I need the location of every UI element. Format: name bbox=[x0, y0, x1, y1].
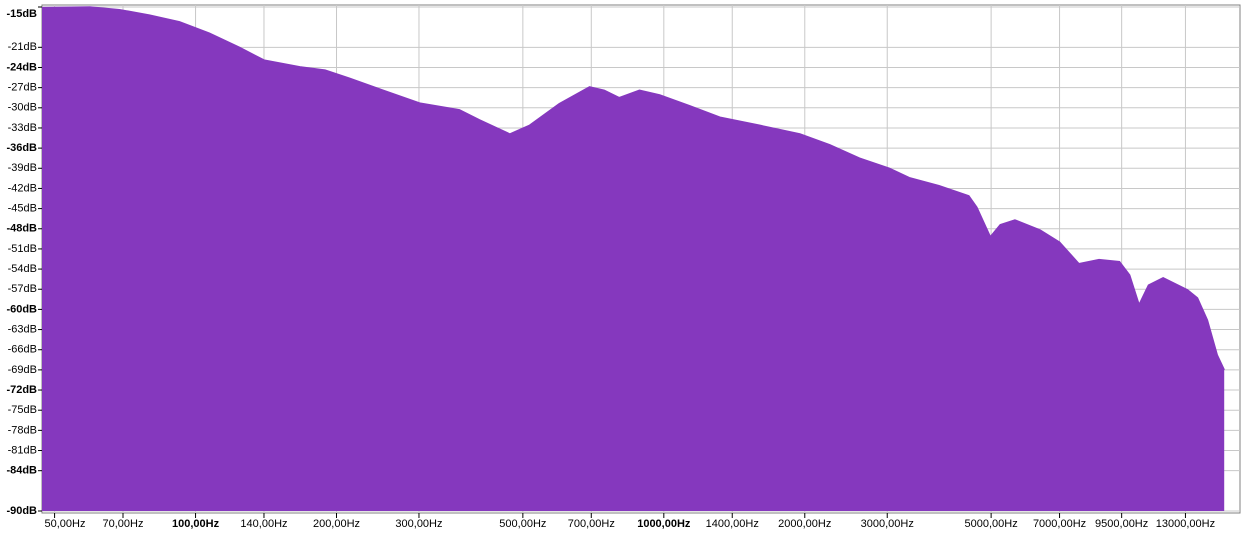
x-tick-label: 1000,00Hz bbox=[637, 518, 691, 530]
x-tick-label: 140,00Hz bbox=[240, 518, 287, 530]
x-tick-label: 50,00Hz bbox=[45, 518, 86, 530]
y-tick-label: -48dB bbox=[6, 223, 37, 235]
x-tick-label: 300,00Hz bbox=[395, 518, 442, 530]
y-tick-label: -78dB bbox=[8, 424, 37, 436]
x-tick-label: 70,00Hz bbox=[103, 518, 144, 530]
x-tick-label: 2000,00Hz bbox=[778, 518, 831, 530]
y-tick-label: -33dB bbox=[8, 122, 37, 134]
y-tick-label: -21dB bbox=[8, 41, 37, 53]
y-tick-label: -30dB bbox=[8, 102, 37, 114]
y-tick-label: -57dB bbox=[8, 283, 37, 295]
x-tick-label: 3000,00Hz bbox=[861, 518, 914, 530]
area-fill bbox=[42, 7, 1225, 511]
y-tick-label: -60dB bbox=[6, 303, 37, 315]
y-tick-label: -84dB bbox=[6, 465, 37, 477]
x-tick-label: 700,00Hz bbox=[568, 518, 615, 530]
x-tick-label: 5000,00Hz bbox=[965, 518, 1018, 530]
y-tick-label: -75dB bbox=[8, 404, 37, 416]
y-tick-label: -27dB bbox=[8, 82, 37, 94]
spectrum-line bbox=[41, 6, 1225, 371]
x-tick-label: 1400,00Hz bbox=[706, 518, 759, 530]
x-tick-label: 200,00Hz bbox=[313, 518, 360, 530]
x-tick-label: 100,00Hz bbox=[172, 518, 220, 530]
y-tick-label: -24dB bbox=[6, 61, 37, 73]
y-tick-label: -63dB bbox=[8, 323, 37, 335]
x-tick-label: 13000,00Hz bbox=[1156, 518, 1215, 530]
x-tick-label: 500,00Hz bbox=[499, 518, 546, 530]
y-tick-label: -39dB bbox=[8, 162, 37, 174]
y-tick-label: -42dB bbox=[8, 182, 37, 194]
y-tick-label: -81dB bbox=[8, 444, 37, 456]
y-tick-label: -72dB bbox=[6, 384, 37, 396]
y-tick-label: -54dB bbox=[8, 263, 37, 275]
y-tick-label: -51dB bbox=[8, 243, 37, 255]
x-tick-label: 7000,00Hz bbox=[1033, 518, 1086, 530]
y-tick-label: -36dB bbox=[6, 142, 37, 154]
y-tick-label: -66dB bbox=[8, 344, 37, 356]
y-tick-label: -90dB bbox=[6, 505, 37, 517]
x-tick-label: 9500,00Hz bbox=[1095, 518, 1148, 530]
y-tick-label: -69dB bbox=[8, 364, 37, 376]
y-tick-label: -15dB bbox=[6, 8, 37, 20]
y-tick-label: -45dB bbox=[8, 203, 37, 215]
